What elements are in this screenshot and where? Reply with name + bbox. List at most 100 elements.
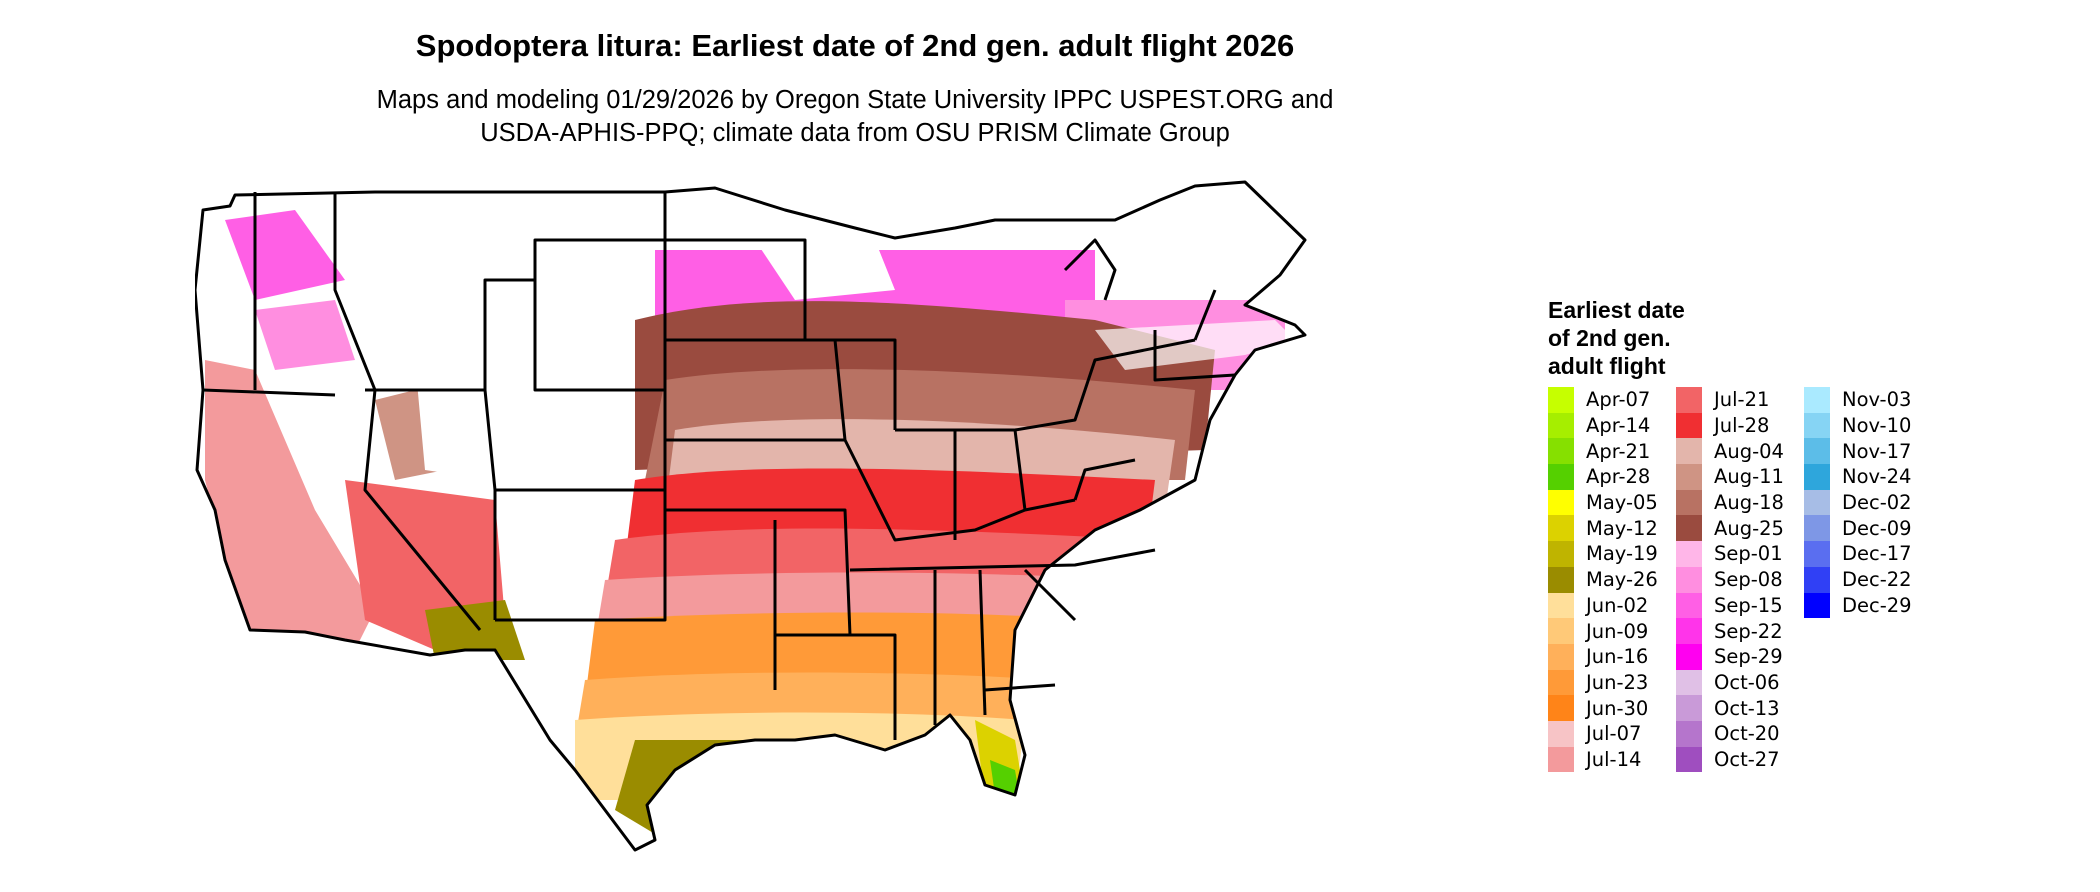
legend-swatch [1676, 618, 1702, 644]
legend-item: Dec-22 [1804, 566, 1912, 593]
legend-column: Nov-03 Nov-10 Nov-17 Nov-24 Dec-02 Dec-09 Dec-… [1804, 387, 1912, 619]
legend-item: Dec-29 [1804, 592, 1912, 619]
legend-label: May-05 [1586, 491, 1658, 515]
legend-swatch [1676, 387, 1702, 413]
legend-label: Aug-18 [1714, 491, 1784, 515]
legend-title-line: of 2nd gen. [1548, 325, 1671, 351]
legend-item: Oct-13 [1676, 695, 1784, 721]
legend-item: Nov-03 [1804, 387, 1912, 413]
legend-item: Nov-17 [1804, 438, 1912, 465]
legend-label: Dec-22 [1842, 568, 1912, 592]
legend-item: Sep-01 [1676, 541, 1784, 567]
legend-swatch [1804, 541, 1830, 567]
legend-label: Aug-25 [1714, 516, 1784, 540]
legend-label: Jul-28 [1714, 414, 1770, 438]
legend-label: Jul-14 [1586, 747, 1642, 771]
legend-label: Sep-01 [1714, 542, 1783, 566]
legend-label: Sep-22 [1714, 619, 1783, 643]
legend-swatch [1804, 438, 1830, 465]
legend-swatch [1548, 695, 1574, 721]
legend-label: Apr-21 [1586, 439, 1651, 463]
legend-label: Oct-06 [1714, 670, 1780, 694]
legend-label: Oct-20 [1714, 722, 1780, 746]
legend-swatch [1804, 489, 1830, 516]
legend-item: Jul-21 [1676, 387, 1784, 413]
legend-item: May-05 [1548, 489, 1658, 516]
legend-item: Jun-09 [1548, 618, 1658, 644]
legend-label: Nov-17 [1842, 439, 1912, 463]
legend-label: Aug-04 [1714, 439, 1784, 463]
legend-swatch [1548, 643, 1574, 670]
legend-label: Jul-07 [1586, 722, 1642, 746]
legend-label: Sep-08 [1714, 568, 1783, 592]
legend-label: Jun-30 [1586, 696, 1649, 720]
legend-item: Jun-30 [1548, 695, 1658, 721]
legend-item: May-19 [1548, 541, 1658, 567]
legend-swatch [1676, 695, 1702, 721]
legend-title: Earliest date of 2nd gen. adult flight [1548, 296, 1748, 380]
legend-label: Jun-16 [1586, 645, 1649, 669]
subtitle-line-2: USDA-APHIS-PPQ; climate data from OSU PR… [480, 119, 1230, 147]
legend-swatch [1676, 412, 1702, 439]
legend-swatch [1804, 566, 1830, 593]
legend-label: Jun-09 [1586, 619, 1649, 643]
legend-item: Apr-07 [1548, 387, 1658, 413]
subtitle-line-1: Maps and modeling 01/29/2026 by Oregon S… [376, 86, 1334, 114]
legend-swatch [1548, 541, 1574, 567]
legend-item: Sep-29 [1676, 643, 1784, 670]
legend-label: Nov-10 [1842, 414, 1912, 438]
legend-swatch [1804, 515, 1830, 542]
legend-item: Sep-15 [1676, 592, 1784, 619]
legend-swatch [1804, 464, 1830, 490]
legend-label: Apr-14 [1586, 414, 1651, 438]
legend-swatch [1676, 464, 1702, 490]
legend-item: Aug-04 [1676, 438, 1784, 465]
legend-item: Aug-18 [1676, 489, 1784, 516]
legend-label: Jun-02 [1586, 593, 1649, 617]
legend-item: Jun-23 [1548, 669, 1658, 696]
legend-item: Sep-22 [1676, 618, 1784, 644]
legend-label: Dec-02 [1842, 491, 1912, 515]
legend-item: Jun-02 [1548, 592, 1658, 619]
legend-item: Oct-20 [1676, 720, 1784, 747]
legend-swatch [1804, 592, 1830, 619]
legend-item: Dec-02 [1804, 489, 1912, 516]
legend-label: Aug-11 [1714, 465, 1784, 489]
legend-item: May-26 [1548, 566, 1658, 593]
legend-swatch [1676, 643, 1702, 670]
legend-swatch [1548, 464, 1574, 490]
legend-item: Jun-16 [1548, 643, 1658, 670]
legend-item: Aug-25 [1676, 515, 1784, 542]
legend-swatch [1676, 541, 1702, 567]
legend-swatch [1676, 515, 1702, 542]
legend-item: May-12 [1548, 515, 1658, 542]
legend-title-line: adult flight [1548, 353, 1666, 379]
legend-item: Oct-06 [1676, 669, 1784, 696]
legend-item: Aug-11 [1676, 464, 1784, 490]
legend-item: Jul-28 [1676, 412, 1784, 439]
legend-label: May-19 [1586, 542, 1658, 566]
map-title: Spodoptera litura: Earliest date of 2nd … [415, 28, 1295, 63]
legend-item: Dec-17 [1804, 541, 1912, 567]
legend-label: Nov-24 [1842, 465, 1912, 489]
legend-label: May-26 [1586, 568, 1658, 592]
legend-label: Apr-07 [1586, 388, 1651, 412]
legend-swatch [1676, 669, 1702, 696]
legend-swatch [1804, 412, 1830, 439]
legend-label: May-12 [1586, 516, 1658, 540]
legend-swatch [1548, 412, 1574, 439]
legend-label: Apr-28 [1586, 465, 1651, 489]
map-subtitle: Maps and modeling 01/29/2026 by Oregon S… [0, 84, 1710, 150]
legend-swatch [1548, 489, 1574, 516]
legend-column: Apr-07 Apr-14 Apr-21 Apr-28 May-05 May-12 May-… [1548, 387, 1658, 773]
legend-label: Sep-15 [1714, 593, 1783, 617]
legend-item: Jul-07 [1548, 720, 1658, 747]
legend-label: Jul-21 [1714, 388, 1770, 412]
legend-swatch [1548, 515, 1574, 542]
legend-swatch [1676, 746, 1702, 773]
legend-title-line: Earliest date [1548, 297, 1685, 323]
legend-label: Oct-27 [1714, 747, 1780, 771]
legend-swatch [1676, 489, 1702, 516]
legend-swatch [1676, 438, 1702, 465]
legend-swatch [1676, 720, 1702, 747]
